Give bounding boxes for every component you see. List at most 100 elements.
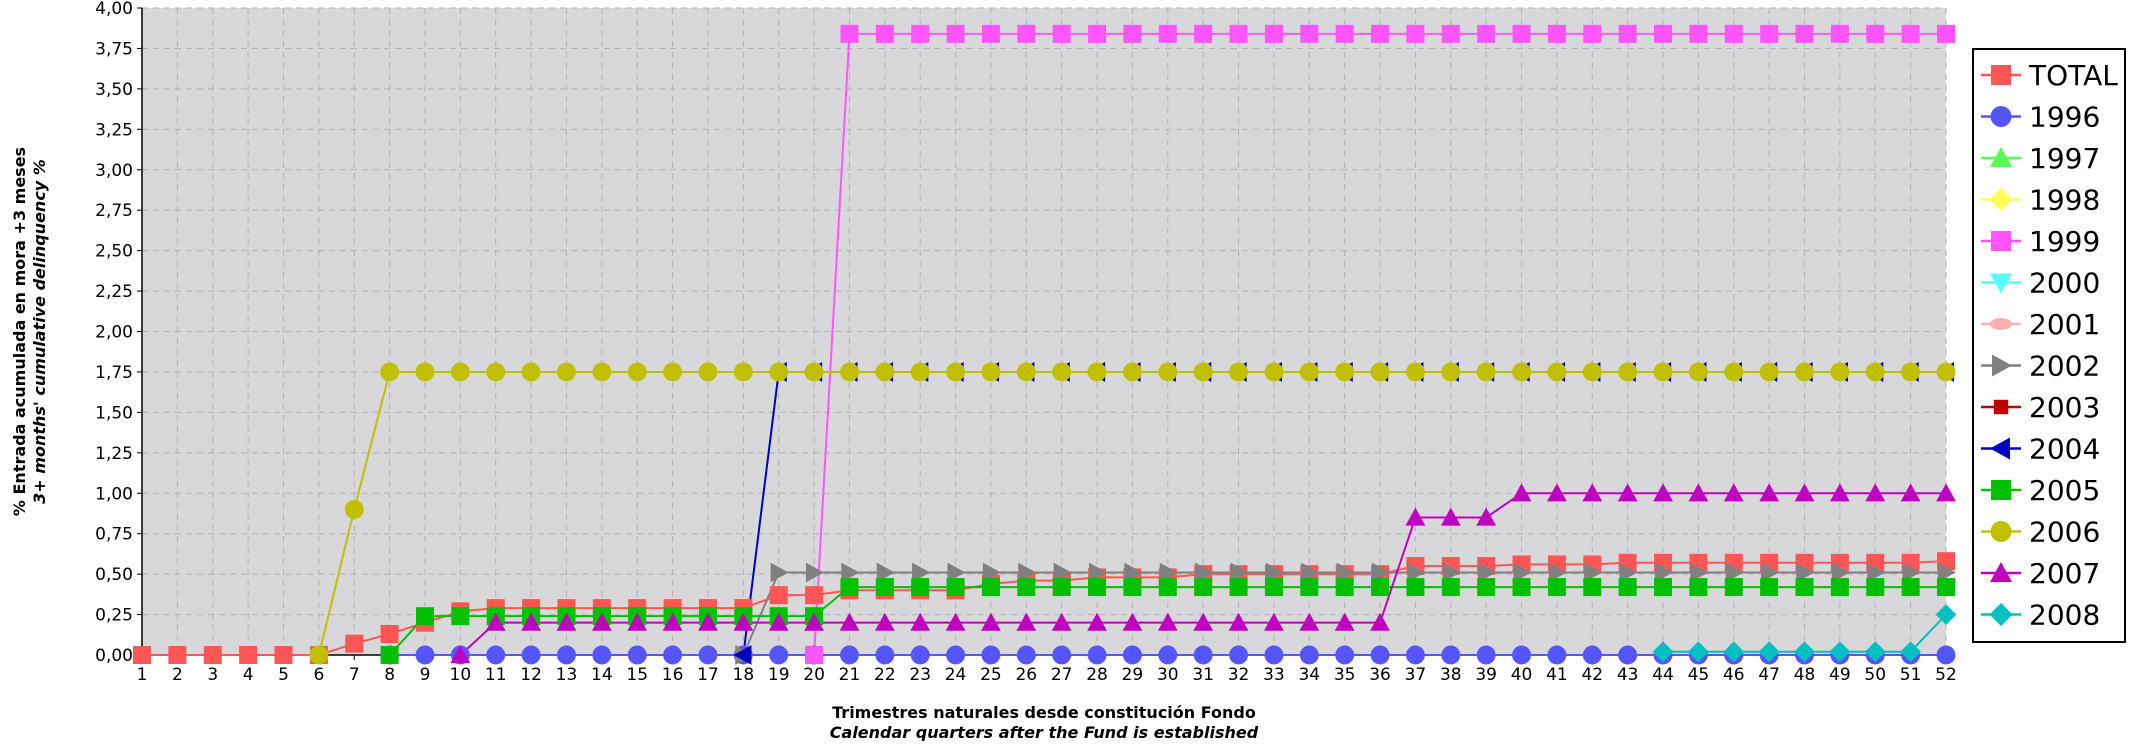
data-point-2006 xyxy=(557,362,576,382)
legend-marker-1997 xyxy=(1990,147,2012,167)
x-tick-label: 17 xyxy=(697,665,719,685)
data-point-2004 xyxy=(733,645,752,665)
x-tick-label: 34 xyxy=(1298,665,1320,685)
data-point-1996 xyxy=(875,645,895,665)
data-point-2007 xyxy=(1051,612,1072,631)
data-point-2008 xyxy=(1688,641,1709,663)
y-axis-title: % Entrada acumulada en mora +3 meses xyxy=(10,147,29,516)
data-point-2005 xyxy=(1371,578,1390,597)
data-point-2008 xyxy=(1829,641,1851,663)
data-point-2005 xyxy=(1052,578,1071,597)
y-tick-label: 3,50 xyxy=(95,80,133,100)
y-tick-label: 1,75 xyxy=(95,363,133,383)
data-point-2007 xyxy=(1405,507,1426,526)
data-point-1999 xyxy=(1583,24,1602,43)
data-point-2005 xyxy=(1158,578,1177,597)
data-point-2005 xyxy=(1441,578,1460,597)
data-point-1996 xyxy=(663,645,683,665)
data-point-2007 xyxy=(591,612,612,631)
data-point-1996 xyxy=(1229,645,1248,665)
data-point-2005 xyxy=(380,646,399,664)
data-point-2007 xyxy=(450,645,471,664)
x-tick-label: 35 xyxy=(1334,665,1356,685)
series-markers-2008 xyxy=(1652,604,1957,663)
data-point-1999 xyxy=(1300,24,1319,43)
legend-item-2005: 2005 xyxy=(1981,474,2100,507)
data-point-2006 xyxy=(1795,362,1814,382)
data-point-2002 xyxy=(1796,562,1815,583)
data-point-total xyxy=(239,646,258,664)
legend: TOTAL 1996 1997 1998 1999 2000 2001 2002 2003 200… xyxy=(1972,48,2126,643)
data-point-2006 xyxy=(1759,362,1779,382)
data-point-2007 xyxy=(1299,612,1320,631)
data-point-2007 xyxy=(1228,612,1249,631)
data-point-2006 xyxy=(1901,362,1921,382)
data-point-2006 xyxy=(1618,362,1638,382)
data-point-2006 xyxy=(1547,362,1567,382)
legend-item-2000: 2000 xyxy=(1981,267,2100,300)
x-tick-label: 9 xyxy=(420,665,431,685)
data-point-2006 xyxy=(875,362,895,382)
data-point-2005 xyxy=(1335,578,1354,597)
data-point-1999 xyxy=(981,24,1000,43)
data-point-2005 xyxy=(1547,578,1566,597)
y-tick-label: 0,25 xyxy=(95,606,133,626)
x-tick-label: 43 xyxy=(1617,665,1639,685)
legend-marker-1999 xyxy=(1991,231,2011,251)
legend-marker-2003 xyxy=(1993,399,2009,415)
data-point-1999 xyxy=(1654,24,1673,43)
x-tick-label: 50 xyxy=(1864,665,1886,685)
x-tick-label: 13 xyxy=(556,665,578,685)
data-point-1996 xyxy=(415,645,435,665)
data-point-1999 xyxy=(1194,24,1213,43)
data-point-2006 xyxy=(910,362,930,382)
data-point-1999 xyxy=(805,646,824,664)
legend-marker-2001 xyxy=(1990,318,2012,330)
data-point-2002 xyxy=(1407,562,1426,583)
data-point-2002 xyxy=(1690,562,1709,583)
series-markers-2002 xyxy=(735,562,1956,665)
y-tick-label: 0,00 xyxy=(95,646,133,666)
data-point-2002 xyxy=(1902,562,1921,583)
data-point-2008 xyxy=(1864,641,1886,663)
data-point-1996 xyxy=(1158,645,1178,665)
x-tick-label: 45 xyxy=(1688,665,1710,685)
data-point-1996 xyxy=(627,645,647,665)
data-point-2006 xyxy=(486,362,506,382)
data-point-2008 xyxy=(1758,641,1780,663)
data-point-2006 xyxy=(981,362,1001,382)
data-point-2002 xyxy=(1937,562,1956,583)
data-point-2005 xyxy=(1300,578,1319,597)
legend-item-2004: 2004 xyxy=(1981,433,2100,466)
x-tick-label: 4 xyxy=(243,665,254,685)
data-point-1999 xyxy=(1901,24,1920,43)
x-tick-label: 19 xyxy=(768,665,790,685)
data-point-2002 xyxy=(1831,562,1850,583)
data-point-2006 xyxy=(1087,362,1107,382)
data-point-2006 xyxy=(1158,362,1178,382)
data-point-2007 xyxy=(485,612,506,631)
data-point-1996 xyxy=(769,645,789,665)
data-point-2005 xyxy=(1194,578,1213,597)
data-point-2002 xyxy=(1159,562,1178,583)
data-point-2002 xyxy=(1088,562,1107,583)
x-tick-label: 40 xyxy=(1511,665,1533,685)
y-tick-label: 4,00 xyxy=(95,0,133,19)
data-point-1999 xyxy=(840,24,859,43)
data-point-1999 xyxy=(1830,24,1849,43)
data-point-1999 xyxy=(1547,24,1566,43)
data-point-2002 xyxy=(1124,562,1143,583)
x-tick-label: 52 xyxy=(1935,665,1957,685)
legend-label-1996: 1996 xyxy=(2029,101,2100,134)
data-point-2005 xyxy=(1830,578,1849,597)
data-point-2005 xyxy=(1583,578,1602,597)
data-point-total xyxy=(345,634,364,653)
data-point-2007 xyxy=(839,612,860,631)
data-point-2007 xyxy=(1370,612,1390,631)
data-point-2002 xyxy=(1584,562,1603,583)
data-point-2005 xyxy=(1088,578,1107,597)
data-point-1996 xyxy=(1441,645,1461,665)
data-point-1996 xyxy=(1476,645,1496,665)
data-point-1999 xyxy=(1689,24,1708,43)
data-point-2007 xyxy=(627,612,648,631)
